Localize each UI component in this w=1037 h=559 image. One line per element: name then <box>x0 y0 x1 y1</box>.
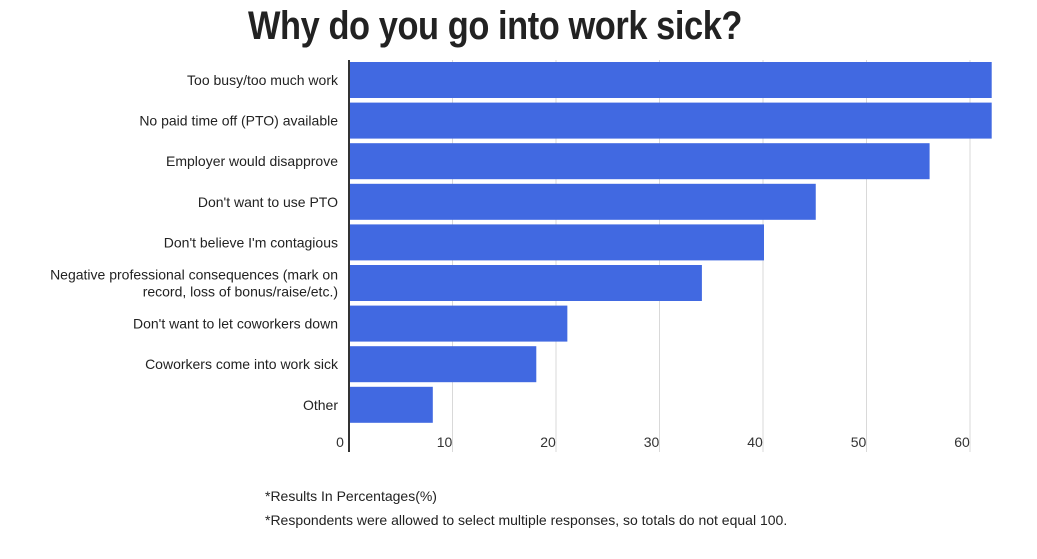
category-label: Employer would disapprove <box>166 153 338 169</box>
x-tick-label: 40 <box>747 434 763 450</box>
category-label: Other <box>303 397 338 413</box>
category-label: No paid time off (PTO) available <box>139 113 338 129</box>
category-label: Don't believe I'm contagious <box>164 234 338 250</box>
category-label: record, loss of bonus/raise/etc.) <box>143 284 338 300</box>
footnote-respondents: *Respondents were allowed to select mult… <box>265 512 788 528</box>
bar <box>350 386 433 423</box>
bar <box>350 143 930 180</box>
bar <box>350 265 702 301</box>
category-label: Don't want to use PTO <box>198 194 338 210</box>
category-label: Don't want to let coworkers down <box>133 316 338 332</box>
bar <box>350 183 816 220</box>
footnote-results: *Results In Percentages(%) <box>265 488 437 504</box>
category-label: Too busy/too much work <box>187 72 339 88</box>
bar <box>350 102 992 139</box>
x-tick-label: 50 <box>851 434 867 450</box>
bar <box>350 305 568 342</box>
bar <box>350 62 992 98</box>
x-tick-label: 0 <box>336 434 344 450</box>
bar <box>350 346 537 383</box>
bar <box>350 224 764 261</box>
x-tick-label: 60 <box>954 434 970 450</box>
category-label: Negative professional consequences (mark… <box>50 267 338 283</box>
chart-title: Why do you go into work sick? <box>248 4 742 48</box>
x-tick-label: 20 <box>540 434 556 450</box>
category-label: Coworkers come into work sick <box>145 356 339 372</box>
x-tick-label: 10 <box>437 434 453 450</box>
x-tick-label: 30 <box>644 434 660 450</box>
bar-chart: Too busy/too much work No paid time off (… <box>50 60 992 452</box>
